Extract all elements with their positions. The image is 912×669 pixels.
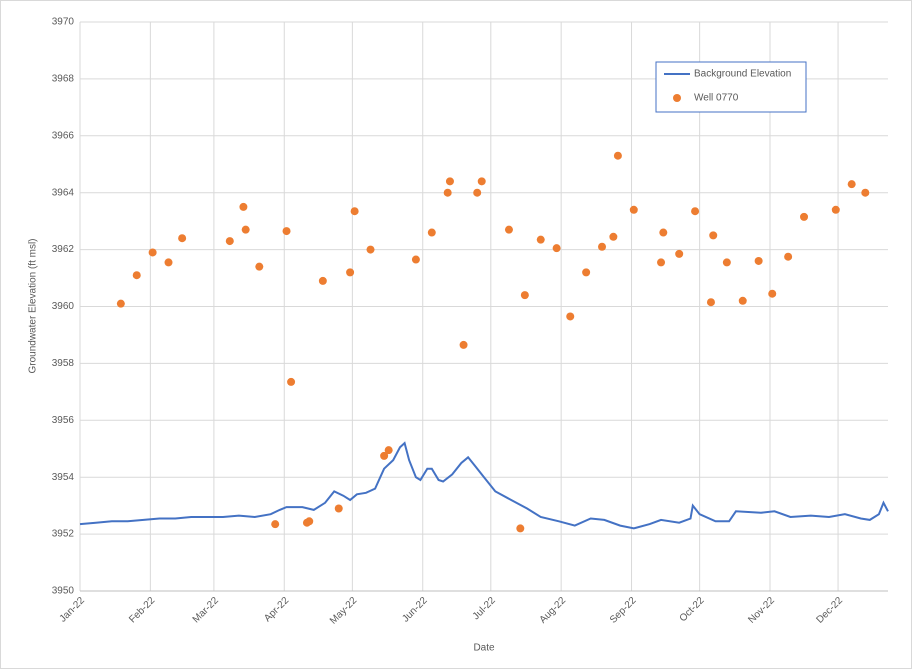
scatter-point — [473, 188, 482, 197]
scatter-point — [241, 225, 250, 234]
legend-label: Background Elevation — [694, 69, 791, 80]
scatter-point — [706, 298, 715, 307]
scatter-point — [380, 451, 389, 460]
scatter-point — [445, 177, 454, 186]
scatter-point — [709, 231, 718, 240]
scatter-point — [629, 205, 638, 214]
scatter-point — [847, 180, 856, 189]
scatter-point — [282, 227, 291, 236]
scatter-point — [132, 271, 141, 280]
scatter-point — [582, 268, 591, 277]
legend-label: Well 0770 — [694, 93, 739, 104]
scatter-point — [566, 312, 575, 321]
y-tick-label: 3962 — [52, 244, 75, 255]
scatter-point — [609, 232, 618, 241]
scatter-point — [691, 207, 700, 216]
scatter-point — [784, 252, 793, 261]
y-tick-label: 3950 — [52, 586, 75, 597]
scatter-point — [305, 517, 314, 526]
scatter-point — [384, 446, 393, 455]
scatter-point — [287, 377, 296, 386]
y-tick-label: 3966 — [52, 130, 75, 141]
y-tick-label: 3968 — [52, 74, 75, 85]
scatter-point — [116, 299, 125, 308]
scatter-point — [536, 235, 545, 244]
line-series — [79, 441, 889, 530]
scatter-point — [477, 177, 486, 186]
scatter-point — [178, 234, 187, 243]
y-axis-label: Groundwater Elevation (ft msl) — [28, 238, 39, 373]
scatter-point — [164, 258, 173, 267]
scatter-point — [659, 228, 668, 237]
scatter-point — [148, 248, 157, 257]
scatter-point — [350, 207, 359, 216]
y-tick-label: 3952 — [52, 529, 75, 540]
scatter-point — [459, 340, 468, 349]
scatter-point — [722, 258, 731, 267]
scatter-point — [225, 237, 234, 246]
scatter-point — [443, 188, 452, 197]
scatter-point — [239, 202, 248, 211]
y-tick-label: 3958 — [52, 358, 75, 369]
scatter-point — [613, 151, 622, 160]
scatter-point — [800, 212, 809, 221]
y-tick-label: 3970 — [52, 17, 75, 28]
legend-box — [655, 61, 807, 113]
y-tick-label: 3964 — [52, 187, 75, 198]
legend-swatch — [673, 94, 681, 102]
scatter-point — [516, 524, 525, 533]
scatter-point — [366, 245, 375, 254]
scatter-point — [657, 258, 666, 267]
scatter-point — [504, 225, 513, 234]
y-tick-label: 3954 — [52, 472, 75, 483]
scatter-point — [334, 504, 343, 513]
legend: Background Elevation Well 0770 — [655, 61, 807, 113]
scatter-point — [346, 268, 355, 277]
scatter-point — [768, 289, 777, 298]
scatter-point — [411, 255, 420, 264]
scatter-point — [598, 242, 607, 251]
scatter-point — [831, 205, 840, 214]
scatter-point — [318, 276, 327, 285]
y-tick-label: 3956 — [52, 415, 75, 426]
scatter-point — [738, 296, 747, 305]
y-tick-label: 3960 — [52, 301, 75, 312]
scatter-point — [271, 520, 280, 529]
scatter-point — [552, 244, 561, 253]
scatter-point — [255, 262, 264, 271]
scatter-point — [427, 228, 436, 237]
scatter-point — [754, 256, 763, 265]
scatter-point — [861, 188, 870, 197]
scatter-point — [520, 291, 529, 300]
scatter-point — [675, 249, 684, 258]
x-axis-label: Date — [473, 643, 495, 654]
